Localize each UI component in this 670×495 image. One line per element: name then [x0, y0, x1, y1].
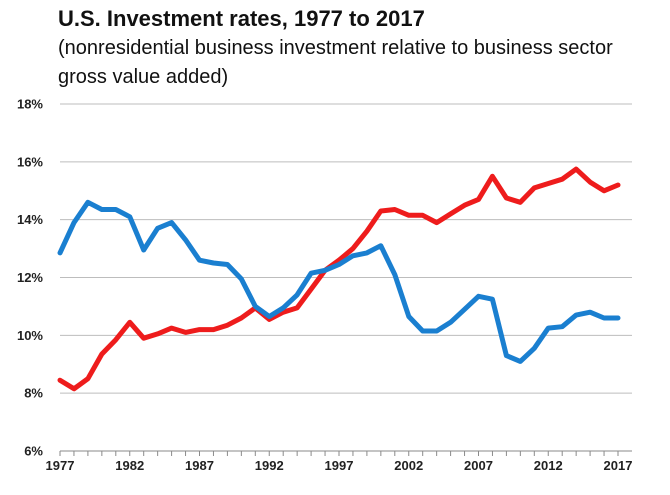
x-axis-labels: 1977 1982 1987 1992 1997 2002 2007 2012 2017: [46, 458, 633, 473]
x-tick-label: 1982: [115, 458, 144, 473]
y-tick-label: 8%: [24, 386, 43, 401]
x-tick-label: 1977: [46, 458, 75, 473]
chart-title-block: U.S. Investment rates, 1977 to 2017 (non…: [58, 4, 658, 92]
series-line-blue: [57, 199, 621, 364]
x-tick-label: 2017: [604, 458, 633, 473]
y-tick-label: 16%: [17, 154, 43, 169]
series-lines: [57, 166, 621, 392]
gridlines: [60, 103, 632, 394]
chart-subtitle: (nonresidential business investment rela…: [58, 37, 613, 88]
series-line-red: [57, 166, 621, 392]
y-tick-label: 14%: [17, 212, 43, 227]
y-tick-label: 6%: [24, 444, 43, 459]
y-tick-label: 12%: [17, 270, 43, 285]
x-tick-label: 2007: [464, 458, 493, 473]
y-tick-label: 18%: [17, 97, 43, 112]
chart-title: U.S. Investment rates, 1977 to 2017: [58, 6, 425, 31]
y-axis-labels: 6% 8% 10% 12% 14% 16% 18%: [17, 97, 43, 459]
x-tick-label: 1987: [185, 458, 214, 473]
x-axis: [59, 450, 632, 456]
x-tick-label: 2012: [534, 458, 563, 473]
x-tick-label: 1997: [325, 458, 354, 473]
x-tick-label: 2002: [394, 458, 423, 473]
y-tick-label: 10%: [17, 328, 43, 343]
x-tick-label: 1992: [255, 458, 284, 473]
